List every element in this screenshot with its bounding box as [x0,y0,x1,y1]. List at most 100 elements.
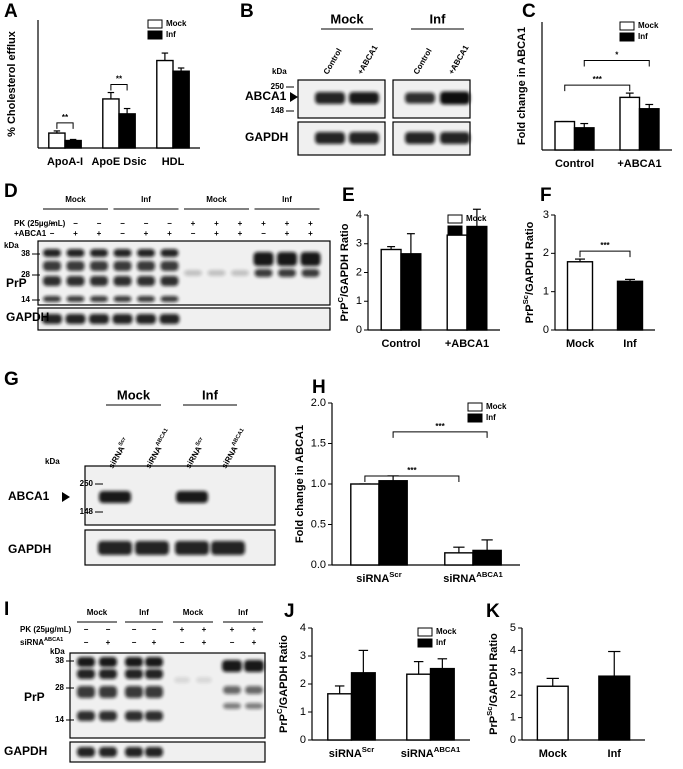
treatment-sign: + [144,229,149,238]
treatment-sign: + [106,638,111,647]
legend-swatch [447,214,463,224]
legend-label: Mock [638,21,659,30]
row-label: GAPDH [4,744,47,758]
significance-label: ** [116,75,123,84]
treatment-label-part: ABCA1 [44,637,63,643]
bar [566,261,594,331]
blot-band [175,541,209,555]
panel-label: K [486,601,500,622]
blot-band [125,686,143,698]
blot-band [42,314,62,324]
panel-label: A [4,1,18,22]
y-axis-label-part: PrP [524,304,536,323]
blot-band [145,686,163,698]
lane-label-part: Scr [118,436,128,448]
significance-bracket [56,122,74,129]
y-tick-label: 2.0 [311,397,326,409]
treatment-sign: − [180,638,185,647]
blot-band [89,314,109,324]
treatment-sign: + [308,219,313,228]
treatment-sign: + [261,219,266,228]
row-label: GAPDH [245,130,288,144]
x-tick-label-part: ApoE Dsic [91,156,146,168]
blot-band [90,276,108,286]
lane-label-part: Scr [195,436,205,448]
blot-band [222,660,242,672]
blot-band [98,541,132,555]
blot-band [277,252,297,266]
treatment-sign: + [252,638,257,647]
treatment-sign: + [214,219,219,228]
bar [536,685,569,741]
x-tick-label-part: Inf [608,748,622,760]
marker-label: 148 [271,106,285,115]
y-tick-label: 1.0 [311,478,326,490]
y-axis-label: PrPSc/GAPDH Ratio [485,633,500,735]
row-label: ABCA1 [245,89,287,103]
legend-label: Mock [486,402,507,411]
bar [350,483,380,566]
treatment-sign: − [120,229,125,238]
treatment-label: +ABCA1 [14,229,47,238]
y-tick-label: 2 [300,678,306,690]
significance-bracket [579,250,631,258]
blot-band [176,491,208,503]
x-tick-label: siRNAABCA1 [401,745,461,760]
blot-band [231,270,249,276]
legend-label: Mock [466,214,487,223]
y-tick-label: 0.5 [311,518,326,530]
marker-label: 38 [21,249,30,258]
significance-label: *** [435,422,445,431]
blot-band [113,296,132,302]
legend-label: Inf [486,413,496,422]
y-axis-label-part: PrP [488,716,500,735]
treatment-label-part: +ABCA1 [14,229,47,238]
y-tick-label: 4 [356,209,362,221]
treatment-label: siRNAABCA1 [20,637,63,647]
treatment-label-part: PK (25µg/mL) [20,625,72,634]
y-axis-label-part: /GAPDH Ratio [524,221,536,295]
treatment-label: PK (25µg/mL) [20,625,72,634]
marker-label: 250 [80,479,94,488]
group-label: Inf [238,608,248,617]
x-tick-label: siRNAABCA1 [443,570,503,585]
marker-label: 250 [271,82,285,91]
blot-band [315,132,345,144]
x-tick-label: Mock [539,748,568,760]
y-tick-label: 0 [356,324,362,336]
y-axis-label: % Cholesterol efflux [6,30,18,137]
legend-swatch [467,402,483,412]
treatment-sign: + [308,229,313,238]
row-label: ABCA1 [8,489,50,503]
blot-band [245,703,263,709]
blot-band [90,261,108,271]
y-axis-label-part: Sc [521,294,530,304]
treatment-sign: − [50,229,55,238]
y-tick-label: 3 [300,650,306,662]
x-tick-label: Inf [608,748,622,760]
panel-label: J [284,601,295,622]
y-axis-label: PrPC/GAPDH Ratio [275,635,290,733]
y-tick-label: 1 [300,706,306,718]
blot-band [160,276,179,286]
bar [64,139,82,149]
blot-band [77,747,95,757]
treatment-sign: + [238,229,243,238]
blot-band [174,677,190,683]
blot-band [405,132,435,144]
blot-band [159,314,180,324]
treatment-sign: + [285,229,290,238]
blot-frame [37,307,331,331]
x-tick-label: +ABCA1 [617,158,661,170]
treatment-sign: − [191,229,196,238]
blot-band [125,747,143,757]
x-tick-label-part: Mock [539,748,568,760]
blot-band [160,249,179,257]
x-tick-label-part: +ABCA1 [617,158,661,170]
blot-band [245,686,263,694]
panel-label: H [312,377,326,398]
blot-band [66,276,85,286]
blot-band [99,657,117,667]
y-tick-label: 1 [543,286,549,298]
blot-band [113,261,132,271]
